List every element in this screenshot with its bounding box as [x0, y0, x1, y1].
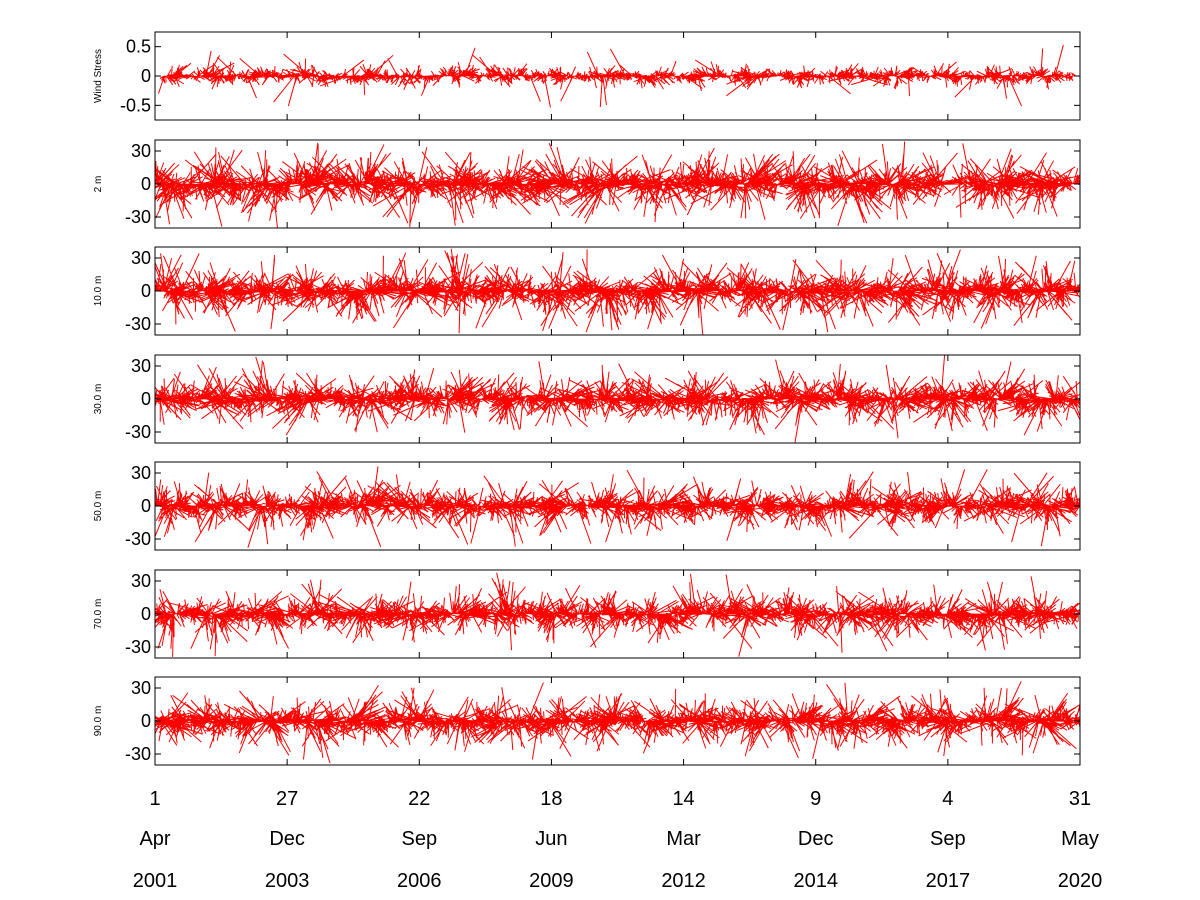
sticks-7 [155, 681, 1080, 764]
stick-vectors-4 [155, 355, 1080, 443]
xtick-day: 4 [942, 788, 953, 810]
xtick-year: 2001 [133, 870, 178, 892]
ytick-label: 0 [141, 604, 151, 624]
xtick-month: May [1061, 828, 1099, 850]
panel-ylabel: 90.0 m [93, 706, 104, 737]
ytick-label: 30 [131, 463, 151, 483]
stick-vectors-5 [155, 466, 1080, 548]
ytick-label: 0 [141, 711, 151, 731]
panel-4: 30 0 -30 30.0 m [93, 354, 1081, 444]
ytick-label: -30 [125, 207, 151, 227]
ytick-label: -30 [125, 744, 151, 764]
xtick-year: 2009 [529, 870, 574, 892]
panel-5: 30 0 -30 50.0 m [93, 461, 1081, 551]
sticks-6 [155, 572, 1080, 657]
ytick-label: -30 [125, 314, 151, 334]
sticks-5 [155, 466, 1080, 548]
xtick-year: 2014 [793, 870, 838, 892]
xtick-month: Sep [401, 828, 437, 850]
ytick-label: 0 [141, 281, 151, 301]
panel-3: 30 0 -30 10.0 m [93, 246, 1081, 336]
ytick-label: 0 [141, 389, 151, 409]
xtick-month: Sep [930, 828, 966, 850]
ytick-label: 30 [131, 248, 151, 268]
ytick-label: 30 [131, 571, 151, 591]
xtick-year: 2006 [397, 870, 442, 892]
panel-1: 0.5 0 -0.5 Wind Stress [93, 31, 1081, 121]
xtick-month: Mar [666, 828, 701, 850]
xtick-year: 2003 [265, 870, 310, 892]
stick-vectors-7 [155, 681, 1080, 764]
xtick-month: Dec [269, 828, 305, 850]
xtick-year: 2020 [1058, 870, 1103, 892]
ytick-label: -0.5 [120, 95, 151, 115]
panel-ylabel: Wind Stress [93, 49, 104, 103]
ytick-label: 0 [141, 496, 151, 516]
xtick-month: Jun [535, 828, 567, 850]
xtick-day: 22 [408, 788, 430, 810]
ytick-label: -30 [125, 529, 151, 549]
panel-2: 30 0 -30 2 m [93, 139, 1081, 229]
sticks-1 [158, 44, 1076, 108]
xtick-year: 2017 [926, 870, 971, 892]
panel-7: 30 0 -30 90.0 m [93, 676, 1081, 766]
panel-ylabel: 10.0 m [93, 276, 104, 307]
xtick-year: 2012 [661, 870, 706, 892]
xtick-day: 31 [1069, 788, 1091, 810]
ytick-label: 0 [141, 174, 151, 194]
xtick-day: 14 [672, 788, 694, 810]
xtick-day: 1 [149, 788, 160, 810]
sticks-4 [155, 355, 1080, 443]
x-date-labels: 1 Apr 2001 27 Dec 2003 22 Sep 2006 18 Jun 2009 14 Mar… [133, 788, 1103, 892]
panel-ylabel: 2 m [93, 176, 104, 193]
ytick-label: 30 [131, 356, 151, 376]
xtick-day: 9 [810, 788, 821, 810]
panel-ylabel: 50.0 m [93, 491, 104, 522]
panel-6: 30 0 -30 70.0 m [93, 569, 1081, 659]
sticks-3 [155, 248, 1080, 335]
stick-vectors-3 [155, 248, 1080, 335]
xtick-month: Dec [798, 828, 834, 850]
stick-vectors-2 [155, 141, 1080, 228]
stick-vectors-1 [158, 44, 1076, 108]
panel-ylabel: 30.0 m [93, 384, 104, 415]
xtick-day: 18 [540, 788, 562, 810]
ytick-label: 0.5 [126, 37, 151, 57]
sticks-2 [155, 141, 1080, 228]
ytick-label: -30 [125, 422, 151, 442]
ytick-label: 0 [141, 66, 151, 86]
stick-vectors-6 [155, 572, 1080, 657]
xtick-day: 27 [276, 788, 298, 810]
panel-ylabel: 70.0 m [93, 599, 104, 630]
ytick-label: 30 [131, 678, 151, 698]
ytick-label: -30 [125, 637, 151, 657]
xtick-month: Apr [139, 828, 170, 850]
ytick-label: 30 [131, 141, 151, 161]
